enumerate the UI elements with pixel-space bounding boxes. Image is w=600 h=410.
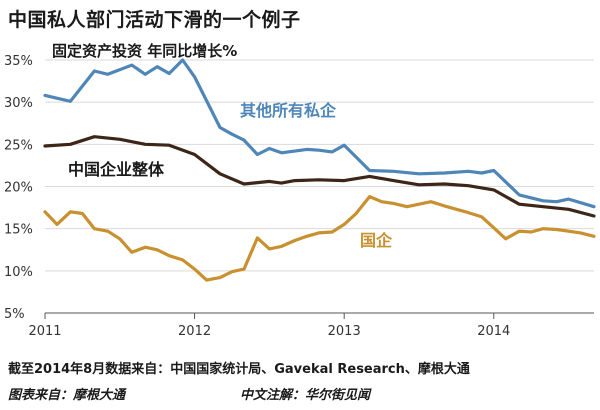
y-tick-label: 30%: [4, 96, 33, 111]
annotation-credit: 中文注解：华尔街见闻: [240, 388, 371, 403]
y-tick-label: 20%: [4, 181, 33, 196]
series-label-soe: 国企: [360, 231, 393, 250]
y-tick-label: 10%: [4, 265, 33, 280]
series-line-soe: [43, 195, 596, 282]
data-source-note: 截至2014年8月数据来自：中国国家统计局、Gavekal Research、摩…: [8, 362, 470, 377]
x-tick-label: 2012: [178, 324, 211, 339]
chart-credit: 图表来自：摩根大通: [8, 388, 126, 403]
y-tick-label: 5%: [4, 307, 25, 322]
series-label-all-enterprises: 中国企业整体: [68, 160, 165, 179]
series-line-private-firms: [43, 58, 596, 209]
y-tick-label: 35%: [4, 54, 33, 69]
chart-subtitle: 固定资产投资 年同比增长%: [52, 42, 238, 60]
y-tick-label: 25%: [4, 138, 33, 153]
chart-title: 中国私人部门活动下滑的一个例子: [8, 9, 301, 31]
x-tick-label: 2013: [328, 324, 361, 339]
y-tick-label: 15%: [4, 223, 33, 238]
series-line-all-enterprises: [43, 135, 596, 218]
series-label-private-firms: 其他所有私企: [240, 101, 337, 120]
x-tick-label: 2014: [477, 324, 510, 339]
x-tick-label: 2011: [28, 324, 61, 339]
